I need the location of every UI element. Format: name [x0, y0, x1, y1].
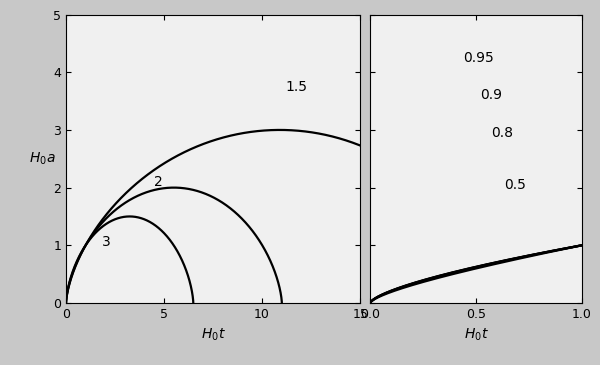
Y-axis label: $H_0 a$: $H_0 a$ [29, 151, 56, 167]
Text: 0.9: 0.9 [481, 88, 502, 102]
Text: 0.95: 0.95 [463, 51, 494, 65]
X-axis label: $H_0 t$: $H_0 t$ [200, 326, 226, 343]
Text: 2: 2 [154, 175, 163, 189]
Text: 1.5: 1.5 [286, 80, 308, 94]
Text: 0.5: 0.5 [503, 178, 526, 192]
X-axis label: $H_0 t$: $H_0 t$ [464, 326, 488, 343]
Text: 0.8: 0.8 [491, 126, 513, 140]
Text: 3: 3 [102, 235, 111, 249]
